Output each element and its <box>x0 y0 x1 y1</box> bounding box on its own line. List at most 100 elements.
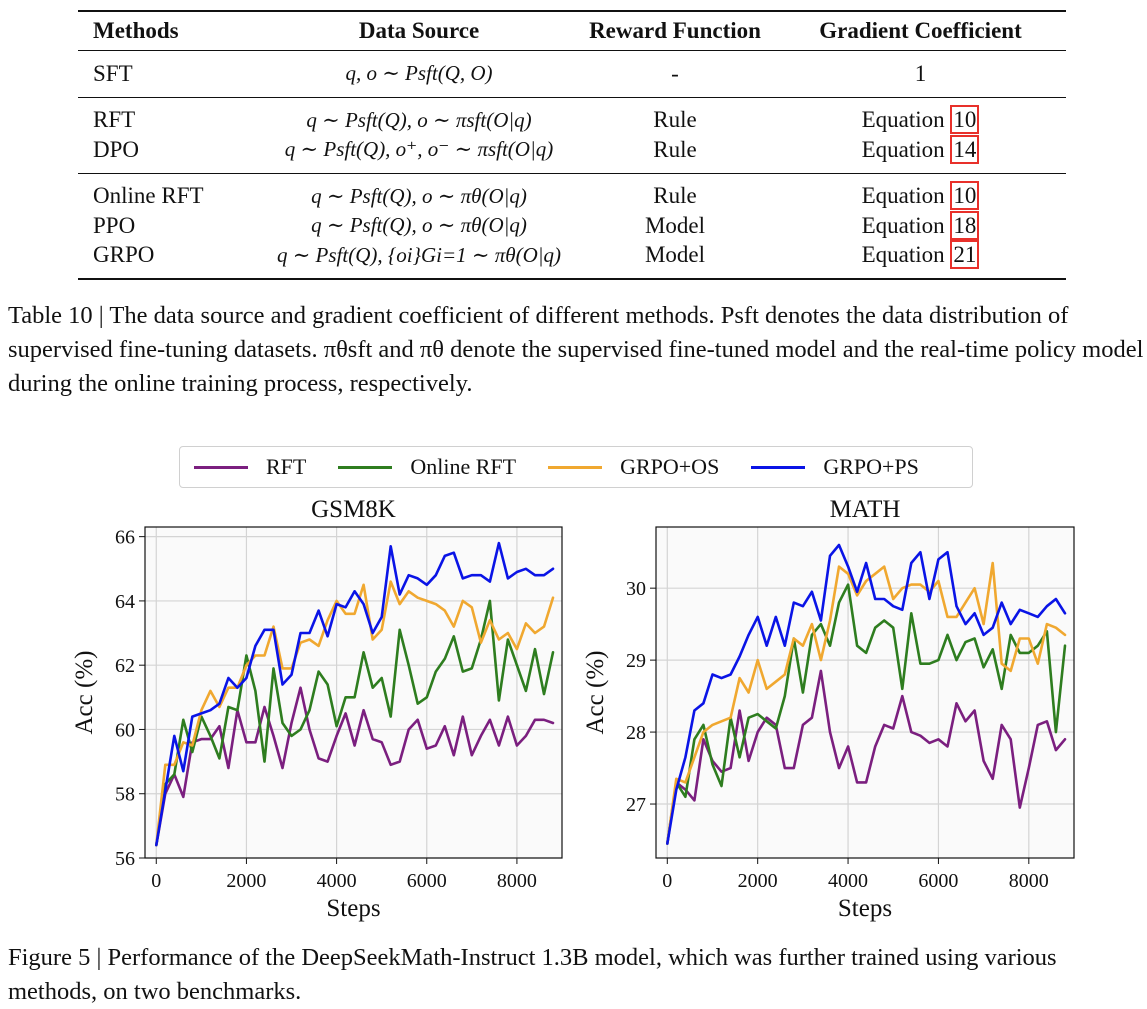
data-source-cell: q ∼ Psft(Q), {oi}Gi=1 ∼ πθ(O|q) <box>276 242 562 267</box>
x-tick-label: 6000 <box>407 870 447 892</box>
header-gradient-coefficient: Gradient Coefficient <box>819 18 1022 43</box>
legend-item: GRPO+PS <box>751 454 919 480</box>
table-header-row: Methods Data Source Reward Function Grad… <box>78 11 1066 51</box>
table-caption: Table 10 | The data source and gradient … <box>8 302 1144 397</box>
reward-function-cell: Model <box>644 212 706 238</box>
y-tick-label: 62 <box>115 655 135 677</box>
gradient-coefficient-text: Equation <box>861 136 945 162</box>
x-axis-label: Steps <box>838 895 892 922</box>
equation-reference-link[interactable]: 10 <box>950 105 980 135</box>
x-tick-label: 2000 <box>226 870 266 892</box>
legend-swatch <box>548 465 603 469</box>
legend-item: Online RFT <box>338 454 516 480</box>
y-tick-label: 64 <box>115 591 135 613</box>
x-tick-label: 0 <box>662 870 672 892</box>
series-line-online-rft <box>155 599 555 847</box>
legend-label: Online RFT <box>410 454 517 479</box>
gradient-coefficient-cell: Equation 18 <box>775 210 1066 241</box>
x-tick-label: 4000 <box>317 870 357 892</box>
gradient-coefficient-cell: 1 <box>775 51 1066 98</box>
reward-function-cell: Rule <box>653 183 697 209</box>
legend-label: RFT <box>266 454 307 479</box>
chart-panel-math: 0 2000 4000 6000 8000 27 28 29 30 MATH Steps Acc (%… <box>582 496 1075 922</box>
table-row: SFT q, o ∼ Psft(Q, O) - 1 <box>78 50 1066 98</box>
legend-label: GRPO+PS <box>823 454 919 479</box>
x-tick-label: 8000 <box>497 870 537 892</box>
gradient-coefficient-cell: Equation 21 <box>775 240 1066 280</box>
legend-label: GRPO+OS <box>620 454 720 479</box>
x-tick-label: 8000 <box>1009 870 1049 892</box>
chart-panel-gsm8k: 0 2000 4000 6000 8000 56 58 60 62 64 66 GSM8K Steps A… <box>71 496 563 922</box>
gradient-coefficient-cell: Equation 10 <box>775 173 1066 211</box>
methods-table-container: Methods Data Source Reward Function Grad… <box>78 10 1066 280</box>
gradient-coefficient-text: Equation <box>861 212 945 238</box>
plot-frame <box>144 526 563 859</box>
x-axis-label: Steps <box>326 895 380 922</box>
y-axis-label: Acc (%) <box>582 651 609 735</box>
equation-reference-link[interactable]: 18 <box>950 210 980 240</box>
chart-title: GSM8K <box>311 496 396 523</box>
method-cell: Online RFT <box>93 183 204 209</box>
data-source-cell: q ∼ Psft(Q), o ∼ πsft(O|q) <box>306 107 532 132</box>
method-cell: GRPO <box>93 242 155 268</box>
x-tick-label: 0 <box>151 870 161 892</box>
gradient-coefficient-text: Equation <box>861 183 945 209</box>
reward-function-cell: - <box>671 60 679 86</box>
series-line-rft <box>665 669 1067 845</box>
chart-title: MATH <box>830 496 901 523</box>
data-source-cell: q ∼ Psft(Q), o ∼ πθ(O|q) <box>311 213 527 238</box>
data-source-cell: q ∼ Psft(Q), o⁺, o⁻ ∼ πsft(O|q) <box>284 137 554 162</box>
gradient-coefficient-text: 1 <box>914 60 927 86</box>
y-tick-label: 30 <box>626 578 646 600</box>
figure-caption: Figure 5 | Performance of the DeepSeekMa… <box>8 944 1057 1005</box>
table-row: Online RFT q ∼ Psft(Q), o ∼ πθ(O|q) Rule Eq… <box>78 173 1066 211</box>
series-line-grpo-ps <box>665 543 1067 845</box>
header-reward-function: Reward Function <box>589 18 761 43</box>
gradient-coefficient-cell: Equation 10 <box>775 97 1066 135</box>
table-row: DPO q ∼ Psft(Q), o⁺, o⁻ ∼ πsft(O|q) Rule Eq… <box>78 134 1066 173</box>
y-tick-label: 29 <box>626 650 646 672</box>
reward-function-cell: Rule <box>653 136 697 162</box>
method-cell: SFT <box>93 60 133 86</box>
legend-swatch <box>338 465 393 469</box>
reward-function-cell: Model <box>644 242 706 268</box>
legend-item: RFT <box>194 454 306 480</box>
plot-background <box>656 527 1074 858</box>
series-line-online-rft <box>665 583 1067 845</box>
table-row: PPO q ∼ Psft(Q), o ∼ πθ(O|q) Model Equation… <box>78 210 1066 241</box>
method-cell: DPO <box>93 136 140 162</box>
gradient-coefficient-cell: Equation 14 <box>775 134 1066 173</box>
plot-frame <box>655 526 1075 859</box>
chart-legend: RFT Online RFT GRPO+OS GRPO+PS <box>179 446 973 488</box>
legend-item: GRPO+OS <box>548 454 719 480</box>
equation-reference-link[interactable]: 21 <box>950 240 980 270</box>
header-data-source: Data Source <box>358 18 480 43</box>
header-methods: Methods <box>93 18 179 43</box>
equation-reference-link[interactable]: 14 <box>950 134 980 164</box>
charts-canvas: 0 2000 4000 6000 8000 56 58 60 62 64 66 GSM8K Steps A… <box>71 496 1075 922</box>
equation-reference-link[interactable]: 10 <box>950 181 980 211</box>
method-cell: RFT <box>93 107 136 133</box>
legend-swatch <box>194 465 248 469</box>
series-line-grpo-os <box>665 561 1067 845</box>
x-tick-label: 2000 <box>738 870 778 892</box>
data-source-cell: q ∼ Psft(Q), o ∼ πθ(O|q) <box>311 183 527 208</box>
reward-function-cell: Rule <box>653 107 697 133</box>
x-tick-label: 6000 <box>918 870 958 892</box>
series-line-grpo-os <box>155 580 555 847</box>
y-tick-label: 60 <box>115 719 135 741</box>
table-row: RFT q ∼ Psft(Q), o ∼ πsft(O|q) Rule Equatio… <box>78 97 1066 135</box>
series-line-grpo-ps <box>155 541 555 847</box>
y-tick-label: 28 <box>626 722 646 744</box>
data-source-cell: q, o ∼ Psft(Q, O) <box>345 61 493 86</box>
table-row: GRPO q ∼ Psft(Q), {oi}Gi=1 ∼ πθ(O|q) Model… <box>78 240 1066 280</box>
y-tick-label: 56 <box>115 848 135 870</box>
y-axis-label: Acc (%) <box>71 651 98 735</box>
method-cell: PPO <box>93 212 136 238</box>
x-tick-label: 4000 <box>828 870 868 892</box>
y-tick-label: 66 <box>115 527 135 549</box>
gradient-coefficient-text: Equation <box>861 242 945 268</box>
gradient-coefficient-text: Equation <box>861 107 945 133</box>
plot-background <box>145 527 562 858</box>
y-tick-label: 58 <box>115 784 135 806</box>
